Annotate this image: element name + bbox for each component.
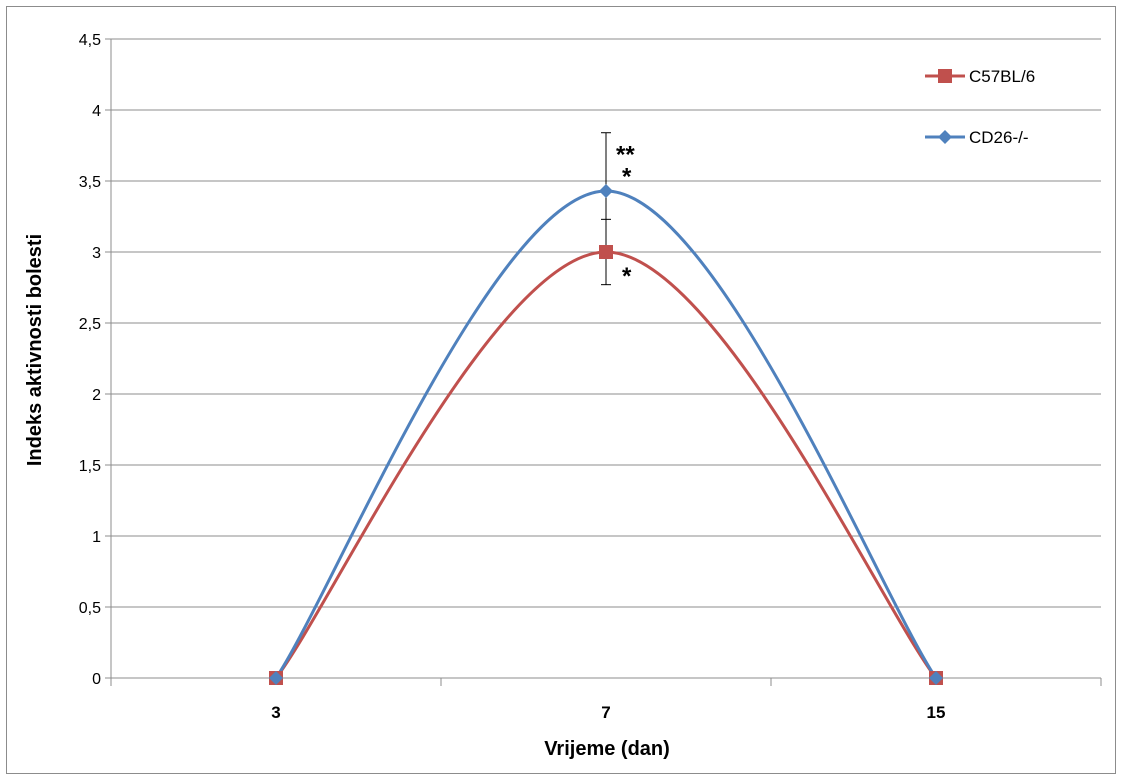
y-tick-label: 2,5 bbox=[79, 316, 101, 333]
y-tick-label: 2 bbox=[92, 387, 101, 404]
y-tick-label: 0 bbox=[92, 671, 101, 688]
y-tick-label: 4 bbox=[92, 103, 101, 120]
data-point-1 bbox=[269, 671, 283, 685]
annotations: **** bbox=[616, 142, 635, 290]
y-tick-label: 3 bbox=[92, 245, 101, 262]
significance-marker: ** bbox=[616, 142, 635, 169]
error-bars bbox=[601, 132, 611, 286]
legend-label-0: C57BL/6 bbox=[969, 67, 1035, 86]
significance-marker: * bbox=[622, 164, 632, 191]
markers bbox=[269, 183, 943, 685]
chart-frame: 0 0,5 1 1,5 2 2,5 3 3,5 4 4,5 3 7 15 ** * * Indeks akt… bbox=[6, 6, 1116, 774]
y-axis-title: Indeks aktivnosti bolesti bbox=[24, 234, 46, 466]
x-axis-title: Vrijeme (dan) bbox=[544, 738, 670, 760]
significance-marker: * bbox=[622, 263, 632, 290]
gridlines bbox=[111, 38, 1101, 608]
data-point-1 bbox=[599, 183, 613, 198]
x-tick-label: 7 bbox=[601, 703, 610, 722]
x-tick-label: 3 bbox=[271, 703, 280, 722]
legend: C57BL/6 CD26-/- bbox=[925, 67, 1035, 147]
y-tick-label: 3,5 bbox=[79, 174, 101, 191]
x-tick-label: 15 bbox=[927, 703, 946, 722]
legend-label-1: CD26-/- bbox=[969, 128, 1029, 147]
y-tick-label: 1,5 bbox=[79, 458, 101, 475]
y-tick-label: 1 bbox=[92, 529, 101, 546]
legend-marker-1 bbox=[938, 130, 952, 144]
data-point-1 bbox=[929, 671, 943, 685]
y-tick-label: 4,5 bbox=[79, 32, 101, 49]
legend-marker-0 bbox=[938, 69, 952, 83]
disease-activity-chart: 00,511,522,533,544,53 7 15 **** Indeks akt… bbox=[24, 32, 1102, 760]
y-tick-label: 0,5 bbox=[79, 600, 101, 617]
data-point-0 bbox=[599, 245, 613, 259]
